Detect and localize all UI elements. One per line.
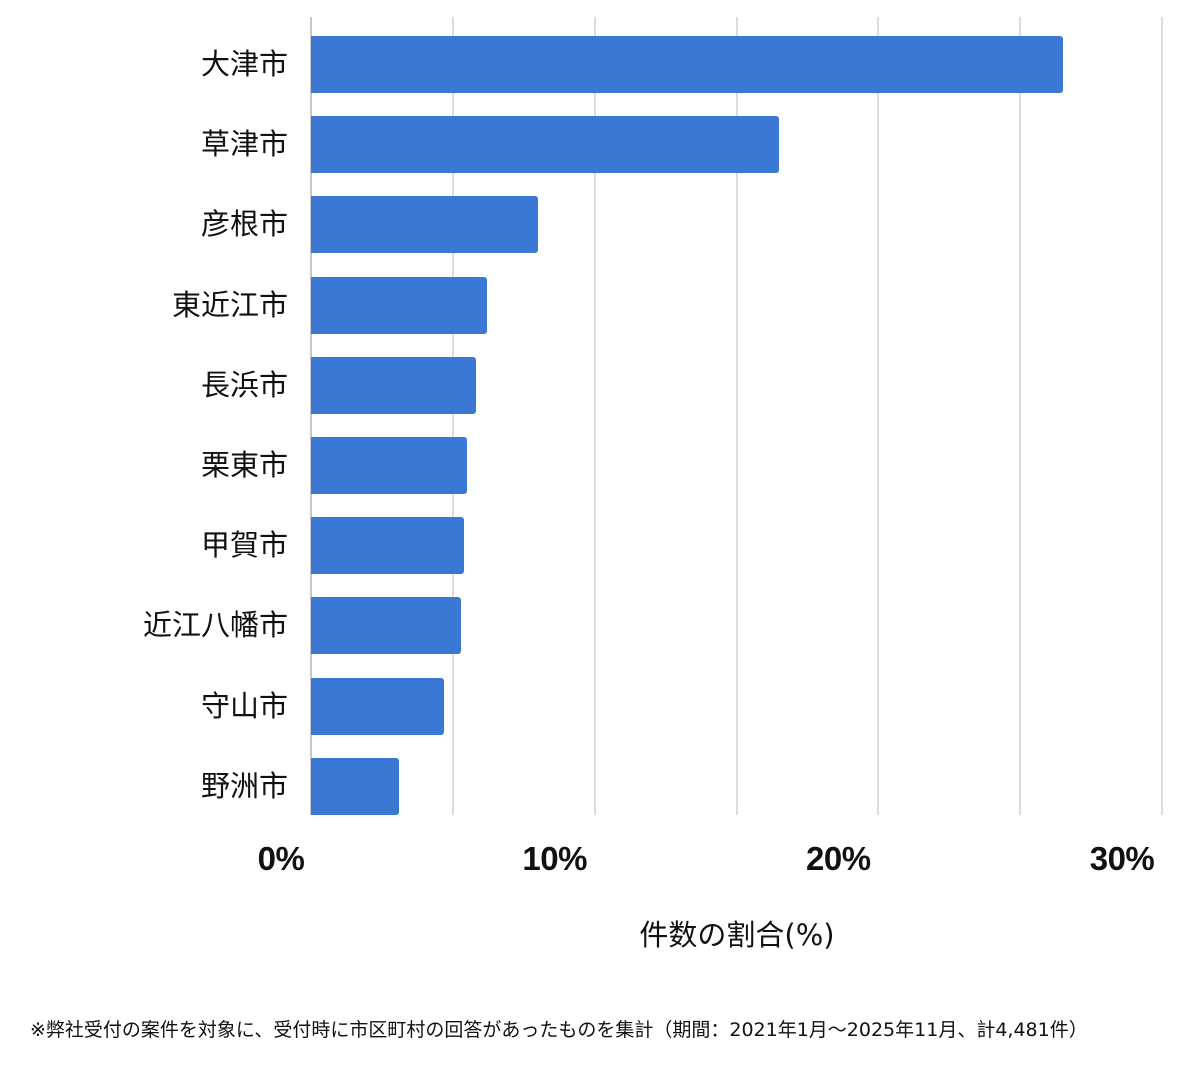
gridline [593,17,596,815]
bar [311,116,780,174]
gridline [310,17,312,815]
footnote: ※弊社受付の案件を対象に、受付時に市区町村の回答があったものを集計（期間：202… [30,1019,1088,1041]
gridline [451,17,454,815]
y-axis-label: 草津市 [200,127,288,162]
x-axis-tick-label: 0% [257,840,305,877]
gridline [735,17,738,815]
x-axis-tick-label: 20% [806,840,871,877]
bar [311,276,487,334]
y-axis-label: 守山市 [200,688,288,723]
plot-area [310,17,1163,815]
bar-chart: 大津市草津市彦根市東近江市長浜市栗東市甲賀市近江八幡市守山市野洲市 0% 10% 2… [142,17,1163,952]
x-axis-tick-label: 10% [522,840,587,877]
bar [311,36,1063,93]
y-axis-label: 栗東市 [200,448,288,482]
y-axis-label: 甲賀市 [200,528,288,563]
gridline [1019,17,1022,815]
y-axis-label: 近江八幡市 [142,608,288,643]
x-axis-title: 件数の割合(%) [639,918,835,952]
gridline [1161,17,1163,815]
y-axis-label: 野洲市 [200,768,288,803]
y-axis-label: 彦根市 [200,207,288,242]
y-axis-label: 大津市 [200,47,288,81]
bar [311,356,476,414]
bar [311,597,462,655]
bar [311,196,538,254]
y-axis-label: 東近江市 [171,287,288,322]
bar [311,677,445,735]
bar [311,757,399,815]
x-axis-tick-label: 30% [1089,840,1155,877]
gridline [877,17,880,815]
bar [311,517,465,575]
bar [311,437,468,494]
y-axis-label: 長浜市 [200,367,288,402]
